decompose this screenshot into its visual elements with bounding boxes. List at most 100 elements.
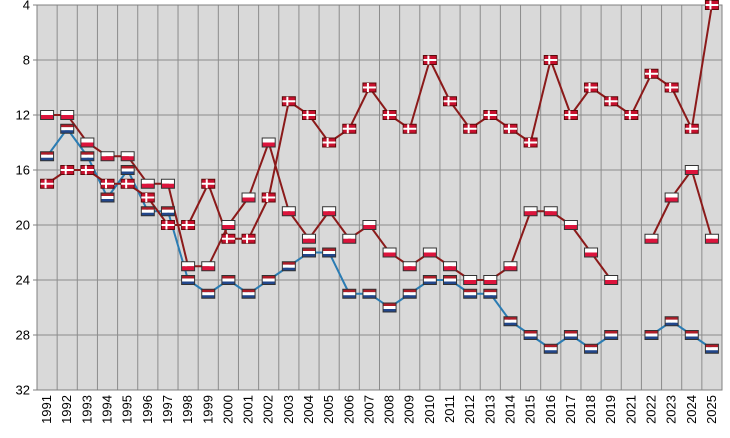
x-tick-label: 2009 xyxy=(402,395,417,424)
netherlands-flag-marker xyxy=(140,206,155,217)
poland-flag-marker xyxy=(322,206,337,217)
x-axis: 1991 1992 1993 1994 1995 1996 1997 1998 1999 2000… xyxy=(39,395,719,424)
x-tick-label: 2015 xyxy=(523,395,538,424)
denmark-flag-marker xyxy=(644,68,659,79)
poland-flag-marker xyxy=(402,261,417,272)
denmark-flag-marker xyxy=(463,123,478,134)
series-line-segment xyxy=(46,4,713,240)
y-tick-label: 28 xyxy=(16,328,30,343)
netherlands-flag-marker xyxy=(181,275,196,285)
denmark-flag-marker xyxy=(221,233,236,244)
poland-flag-marker xyxy=(201,261,216,272)
denmark-flag-marker xyxy=(281,96,296,107)
y-tick-label: 16 xyxy=(16,163,30,178)
netherlands-flag-marker xyxy=(523,330,538,340)
netherlands-flag-marker xyxy=(443,275,458,285)
netherlands-flag-marker xyxy=(543,343,558,354)
denmark-flag-marker xyxy=(342,123,357,134)
denmark-flag-marker xyxy=(543,55,558,65)
denmark-flag-marker xyxy=(563,110,578,120)
x-tick-label: 2010 xyxy=(422,395,437,424)
poland-flag-marker xyxy=(221,220,236,230)
poland-flag-marker xyxy=(301,233,316,244)
series-denmark-line xyxy=(46,4,713,240)
poland-flag-marker xyxy=(422,247,437,258)
poland-flag-marker xyxy=(664,192,679,203)
denmark-flag-marker xyxy=(624,110,639,120)
x-tick-label: 2001 xyxy=(241,395,256,424)
x-tick-label: 1991 xyxy=(39,395,54,424)
series-line-segment xyxy=(650,169,713,240)
netherlands-flag-marker xyxy=(463,288,478,299)
poland-flag-marker xyxy=(241,192,256,203)
poland-flag-marker xyxy=(483,275,498,285)
denmark-flag-marker xyxy=(60,165,75,175)
poland-flag-marker xyxy=(80,137,95,148)
series-group xyxy=(40,0,719,354)
x-tick-label: 1994 xyxy=(100,395,115,424)
poland-flag-marker xyxy=(181,261,196,272)
denmark-flag-marker xyxy=(704,0,719,10)
denmark-flag-marker xyxy=(362,82,377,93)
netherlands-flag-marker xyxy=(221,275,236,285)
poland-flag-marker xyxy=(160,178,175,189)
poland-flag-marker xyxy=(684,165,699,175)
poland-flag-marker xyxy=(543,206,558,217)
y-tick-label: 20 xyxy=(16,218,30,233)
series-poland-points xyxy=(40,110,719,285)
x-tick-label: 2011 xyxy=(442,395,457,423)
poland-flag-marker xyxy=(100,151,115,162)
x-tick-label: 1993 xyxy=(79,395,94,424)
x-tick-label: 2005 xyxy=(321,395,336,424)
x-tick-label: 2022 xyxy=(643,395,658,424)
denmark-flag-marker xyxy=(261,192,276,203)
denmark-flag-marker xyxy=(140,192,155,203)
x-tick-label: 2025 xyxy=(704,395,719,424)
y-tick-label: 8 xyxy=(23,53,30,68)
netherlands-flag-marker xyxy=(644,330,659,340)
denmark-flag-marker xyxy=(402,123,417,134)
poland-flag-marker xyxy=(523,206,538,217)
netherlands-flag-marker xyxy=(503,316,518,327)
y-tick-label: 12 xyxy=(16,108,30,123)
x-tick-label: 2021 xyxy=(623,395,638,424)
x-tick-label: 2006 xyxy=(341,395,356,424)
netherlands-flag-marker xyxy=(100,192,115,203)
x-tick-label: 1996 xyxy=(140,395,155,424)
netherlands-flag-marker xyxy=(604,330,619,340)
netherlands-flag-marker xyxy=(322,247,337,258)
netherlands-flag-marker xyxy=(201,288,216,299)
denmark-flag-marker xyxy=(201,178,216,189)
poland-flag-marker xyxy=(140,178,155,189)
x-tick-label: 1995 xyxy=(120,395,135,424)
poland-flag-marker xyxy=(40,110,55,120)
x-tick-label: 2019 xyxy=(603,395,618,424)
poland-flag-marker xyxy=(503,261,518,272)
x-tick-label: 2018 xyxy=(583,395,598,424)
poland-flag-marker xyxy=(362,220,377,230)
denmark-flag-marker xyxy=(422,55,437,65)
poland-flag-marker xyxy=(604,275,619,285)
denmark-flag-marker xyxy=(80,165,95,175)
series-denmark-points xyxy=(40,0,719,244)
x-tick-label: 1998 xyxy=(180,395,195,424)
x-tick-label: 2003 xyxy=(281,395,296,424)
series-line-segment xyxy=(650,320,713,350)
poland-flag-marker xyxy=(584,247,599,258)
denmark-flag-marker xyxy=(604,96,619,107)
x-tick-label: 2000 xyxy=(220,395,235,424)
poland-flag-marker xyxy=(443,261,458,272)
netherlands-flag-marker xyxy=(160,206,175,217)
x-tick-label: 2023 xyxy=(664,395,679,424)
denmark-flag-marker xyxy=(523,137,538,148)
x-tick-label: 2007 xyxy=(361,395,376,424)
y-tick-label: 32 xyxy=(16,383,30,398)
x-tick-label: 1999 xyxy=(200,395,215,424)
netherlands-flag-marker xyxy=(362,288,377,299)
poland-flag-marker xyxy=(382,247,397,258)
y-tick-label: 4 xyxy=(23,0,30,13)
poland-flag-marker xyxy=(704,233,719,244)
poland-flag-marker xyxy=(60,110,75,120)
netherlands-flag-marker xyxy=(342,288,357,299)
